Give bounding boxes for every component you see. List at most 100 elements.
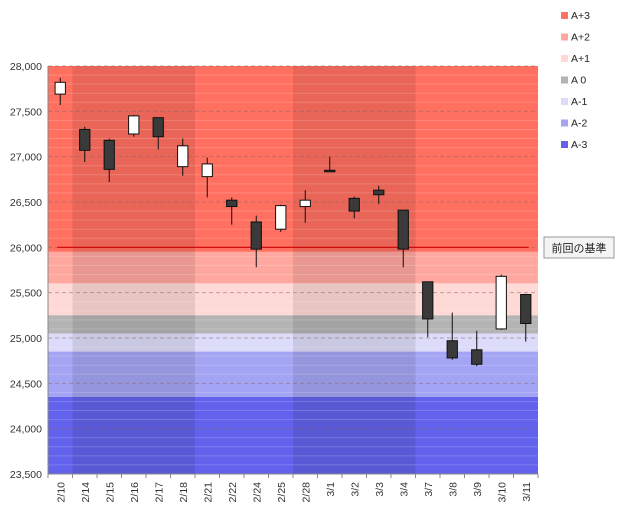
- candle: [226, 197, 238, 225]
- x-tick-label: 3/4: [398, 482, 410, 497]
- band-a+3: [48, 66, 538, 252]
- x-tick-label: 3/11: [521, 482, 533, 502]
- legend-label: A 0: [571, 75, 586, 87]
- x-tick-label: 2/24: [251, 482, 263, 503]
- candle-body: [201, 163, 213, 178]
- y-axis-ticks: 23,500 24,000 24,500 25,000 25,500 26,000 26,5…: [10, 61, 42, 481]
- candle-body: [103, 139, 115, 170]
- legend-label: A-1: [571, 96, 588, 108]
- candle: [250, 215, 262, 268]
- x-tick-label: 2/14: [80, 482, 92, 503]
- candle-body: [275, 205, 287, 230]
- candle: [422, 281, 434, 338]
- legend-label: A+3: [571, 10, 590, 22]
- shaded-period: [293, 66, 416, 474]
- legend-item: A+3: [561, 10, 590, 22]
- candle-body: [177, 145, 189, 168]
- legend-label: A+1: [571, 53, 590, 65]
- candle: [348, 196, 360, 219]
- candle-body: [495, 275, 507, 330]
- x-tick-label: 3/7: [423, 482, 435, 497]
- y-tick-label: 27,500: [10, 106, 42, 118]
- candles: [54, 77, 532, 367]
- band-a+1: [48, 283, 538, 316]
- x-tick-label: 2/25: [276, 482, 288, 503]
- x-tick-label: 2/18: [178, 482, 190, 503]
- legend-swatch: [561, 141, 568, 148]
- candle: [446, 312, 458, 360]
- y-tick-label: 26,000: [10, 242, 42, 254]
- candle: [324, 156, 336, 173]
- x-tick-label: 2/17: [153, 482, 165, 503]
- candle: [152, 117, 164, 150]
- column-shading: [72, 66, 416, 474]
- candle-body: [471, 349, 483, 365]
- candle: [128, 114, 140, 137]
- reference-label: 前回の基準: [543, 236, 615, 259]
- y-tick-label: 25,500: [10, 288, 42, 300]
- legend-swatch: [561, 55, 568, 62]
- candle: [373, 185, 385, 204]
- candle: [471, 330, 483, 367]
- x-tick-label: 2/15: [104, 482, 116, 503]
- x-tick-label: 3/10: [496, 482, 508, 503]
- x-axis-ticks: 2/10 2/14 2/15 2/16 2/17 2/18 2/21 2/22 2/24 2/25…: [55, 482, 533, 503]
- candle-body: [373, 189, 385, 196]
- legend-item: A+2: [561, 32, 590, 44]
- candle: [397, 209, 409, 268]
- x-tick-label: 3/1: [325, 482, 337, 497]
- candle: [103, 138, 115, 183]
- legend-label: A-2: [571, 118, 588, 130]
- legend-swatch: [561, 119, 568, 127]
- y-tick-label: 23,500: [10, 469, 42, 481]
- legend-label: A+2: [571, 32, 590, 44]
- y-tick-label: 24,500: [10, 378, 42, 390]
- candle-body: [79, 128, 91, 151]
- candle-body: [250, 221, 262, 250]
- candle: [201, 157, 213, 198]
- x-tick-label: 2/22: [227, 482, 239, 503]
- candle: [54, 77, 66, 105]
- band-a-2: [48, 351, 538, 397]
- candle-body: [54, 81, 66, 95]
- legend-item: A+1: [561, 53, 590, 65]
- band-a+2: [48, 251, 538, 284]
- band-a-3: [48, 396, 538, 474]
- x-tick-label: 3/8: [447, 482, 459, 497]
- candle: [275, 204, 287, 232]
- x-tick-label: 2/21: [202, 482, 214, 503]
- candle: [520, 293, 532, 342]
- legend: A+3 A+2 A+1 A 0 A-1 A-2 A-3: [561, 10, 590, 151]
- y-tick-label: 27,000: [10, 152, 42, 164]
- legend-item: A-1: [561, 96, 588, 108]
- reference-label-box: [543, 236, 615, 259]
- candle-body: [226, 199, 238, 208]
- legend-swatch: [561, 12, 568, 19]
- candle: [79, 126, 91, 163]
- x-tick-label: 2/28: [300, 482, 312, 503]
- y-tick-label: 26,500: [10, 197, 42, 209]
- legend-label: A-3: [571, 139, 588, 151]
- x-tick-label: 2/16: [129, 482, 141, 503]
- candle-body: [128, 115, 140, 135]
- legend-item: A-3: [561, 139, 588, 151]
- legend-swatch: [561, 76, 568, 84]
- candle-body: [299, 199, 311, 208]
- y-tick-label: 28,000: [10, 61, 42, 73]
- y-tick-label: 24,000: [10, 424, 42, 436]
- candle-body: [324, 169, 336, 173]
- legend-swatch: [561, 98, 568, 105]
- legend-item: A-2: [561, 118, 588, 130]
- candle: [177, 138, 189, 176]
- band-a0: [48, 315, 538, 334]
- candle-body: [446, 340, 458, 359]
- x-tick-label: 3/9: [472, 482, 484, 497]
- candle-body: [397, 209, 409, 250]
- reference-label-text: 前回の基準: [552, 241, 607, 255]
- legend-item: A 0: [561, 75, 586, 87]
- legend-swatch: [561, 33, 568, 41]
- y-tick-label: 25,000: [10, 333, 42, 345]
- candle-body: [520, 293, 532, 324]
- candle-body: [152, 117, 164, 138]
